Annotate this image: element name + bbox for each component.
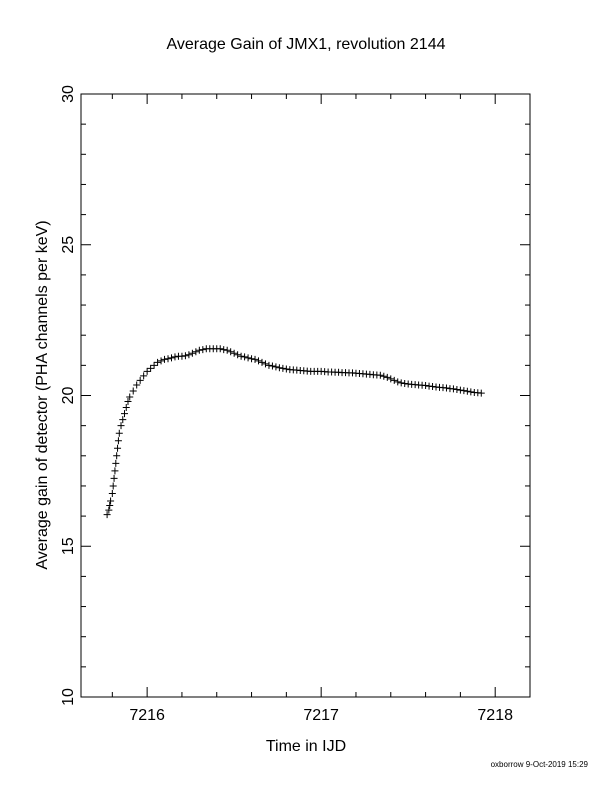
data-point [150,361,158,369]
data-point [387,375,395,383]
data-point [199,346,207,354]
data-point [111,467,119,475]
data-point [195,346,203,354]
data-point [113,452,121,460]
data-point [185,351,193,359]
data-point [181,352,189,360]
data-point [154,358,162,366]
data-point [477,389,485,397]
data-point [109,482,117,490]
data-point [449,385,457,393]
data-point [230,349,238,357]
data-point [136,376,144,384]
tick-labels: 10 15 20 25 30 7216 7217 7218 [60,85,513,724]
data-point [394,378,402,386]
data-point [147,364,155,372]
axis-ticks [81,93,531,698]
data-point [429,382,437,390]
data-point [129,387,137,395]
x-tick-label: 7217 [303,707,339,724]
data-point [237,352,245,360]
data-point [463,387,471,395]
data-point [164,355,172,363]
data-point [121,410,129,418]
data-point [251,355,259,363]
data-point [216,345,224,353]
data-point [192,348,200,356]
data-point [376,371,384,379]
data-point [227,348,235,356]
data-point [117,422,125,430]
data-point [188,349,196,357]
plot-frame [80,93,531,698]
data-point [107,497,115,505]
data-point [140,372,148,380]
data-point [106,502,114,510]
data-point [178,352,186,360]
data-point [122,404,130,412]
data-point [467,388,475,396]
data-point [397,379,405,387]
data-point [272,363,280,371]
data-point [105,506,113,514]
data-point [167,354,175,362]
data-point [261,360,269,368]
data-point [171,353,179,361]
y-tick-label: 10 [60,688,77,706]
data-point [241,353,249,361]
x-tick-label: 7216 [129,707,165,724]
data-point [453,385,461,393]
data-point [460,387,468,395]
y-axis-label: Average gain of detector (PHA channels p… [34,220,51,570]
data-point [234,351,242,359]
data-point [442,384,450,392]
data-points [103,345,485,519]
y-tick-label: 15 [60,537,77,555]
data-point [456,386,464,394]
data-point [157,357,165,365]
data-point [220,346,228,354]
y-tick-label: 30 [60,85,77,103]
footer-stamp: oxborrow 9-Oct-2019 15:29 [490,760,588,769]
data-point [114,437,122,445]
data-point [103,511,111,519]
data-point [133,381,141,389]
data-point [143,367,151,375]
data-point [380,372,388,380]
chart-title: Average Gain of JMX1, revolution 2144 [166,36,446,53]
data-point [275,364,283,372]
data-point [223,346,231,354]
data-point [161,355,169,363]
data-point [119,416,127,424]
data-point [124,398,132,406]
data-point [401,379,409,387]
data-point [268,362,276,370]
data-point [112,459,120,467]
x-tick-label: 7218 [477,707,513,724]
data-point [115,429,123,437]
data-point [422,382,430,390]
data-point [279,364,287,372]
data-point [390,376,398,384]
y-tick-label: 25 [60,236,77,254]
data-point [114,444,122,452]
data-point [282,365,290,373]
data-point [383,373,391,381]
data-point [258,358,266,366]
data-point [248,355,256,363]
data-point [110,474,118,482]
y-tick-label: 20 [60,387,77,405]
x-axis-label: Time in IJD [265,738,347,755]
data-point [244,354,252,362]
data-point [108,489,116,497]
data-point [265,361,273,369]
data-point [126,393,134,401]
data-point [255,357,263,365]
